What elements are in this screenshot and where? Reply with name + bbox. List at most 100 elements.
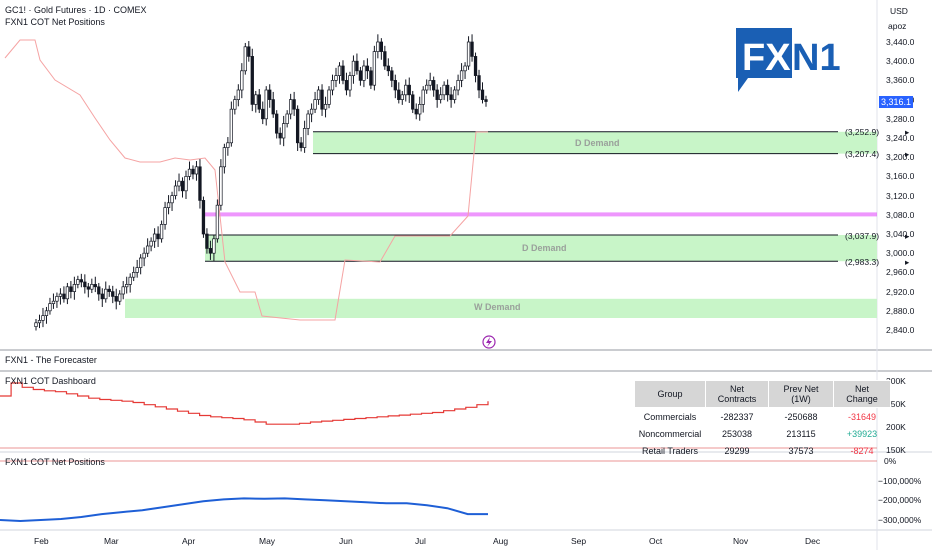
candle-body (316, 89, 321, 100)
candle-body (201, 200, 206, 235)
time-tick: Jun (339, 536, 353, 546)
candle-body (191, 168, 195, 175)
candle-body (83, 281, 87, 288)
table-row: Commercials -282337 -250688 -31649 (635, 408, 891, 426)
price-tick: 3,120.0 (886, 190, 915, 201)
candle-body (390, 70, 394, 81)
candle-body (236, 89, 240, 100)
candle-body (445, 84, 450, 96)
candle-body (330, 80, 335, 91)
level-arrow: ▸ (905, 149, 910, 159)
price-tick: 3,400.0 (886, 56, 915, 67)
candle-body (222, 147, 227, 168)
time-tick: Nov (733, 536, 749, 546)
price-tick: 3,080.0 (886, 209, 915, 220)
candle-body (194, 166, 199, 175)
candle-body (334, 75, 338, 81)
candle-body (271, 99, 275, 115)
col-header: Group (634, 380, 706, 408)
candle-body (187, 168, 192, 177)
time-tick: Jul (415, 536, 426, 546)
svg-text:N1: N1 (792, 37, 841, 79)
candle-body (295, 108, 300, 144)
level-label: (3,207.4) (845, 149, 880, 159)
candle-body (421, 89, 425, 105)
forecaster-title[interactable]: FXN1 - The Forecaster (5, 355, 97, 365)
cell-change: +39923 (846, 428, 878, 439)
candle-body (299, 142, 303, 148)
candle-body (142, 252, 146, 259)
demand-zone (313, 131, 877, 154)
cot-table-header: Group Net Contracts Prev Net (1W) Net Ch… (634, 380, 891, 408)
cell-group: Commercials (643, 411, 697, 422)
symbol-title[interactable]: GC1! · Gold Futures · 1D · COMEX (5, 5, 147, 15)
table-row: Noncommercial 253038 213115 +39923 (635, 425, 891, 442)
dashboard-title[interactable]: FXN1 COT Dashboard (5, 376, 96, 386)
netpos-title[interactable]: FXN1 COT Net Positions (5, 457, 105, 467)
candle-body (163, 207, 167, 225)
candle-body (135, 267, 139, 273)
cell-prev: -250688 (784, 411, 818, 422)
lightning-icon[interactable] (482, 335, 496, 349)
candle-body (484, 99, 488, 102)
candle-body (208, 248, 213, 254)
cell-change: -31649 (847, 411, 877, 422)
candle-body (170, 195, 174, 204)
candle-body (480, 89, 485, 100)
currency-label[interactable]: USD (890, 6, 908, 16)
candle-body (383, 51, 387, 67)
candle-body (212, 238, 216, 254)
zone-label: D Demand (575, 138, 620, 148)
time-tick: Sep (571, 536, 587, 546)
candle-body (463, 65, 467, 72)
candle-body (69, 286, 73, 292)
candle-body (397, 89, 401, 100)
candle-body (229, 108, 233, 144)
candle-body (125, 284, 129, 288)
candle-body (100, 293, 104, 300)
candle-body (79, 279, 83, 283)
cell-prev: 213115 (786, 428, 816, 439)
candle-body (302, 128, 307, 148)
time-tick: May (259, 536, 276, 546)
cot-net-line (0, 497, 488, 523)
demand-zone (125, 298, 877, 318)
candle-body (379, 41, 383, 52)
candle-body (219, 166, 223, 206)
candle-body (104, 288, 108, 300)
candle-body (264, 89, 268, 120)
price-tick: 2,840.0 (886, 325, 915, 335)
candle-body (51, 300, 56, 304)
price-tick: 3,440.0 (886, 37, 915, 47)
cell-net: 29299 (724, 445, 750, 456)
cell-net: -282337 (720, 411, 754, 422)
cell-group: Retail Traders (641, 445, 699, 456)
candle-body (309, 108, 314, 115)
candle-body (386, 65, 390, 72)
time-tick: Mar (104, 536, 119, 546)
candle-body (149, 240, 153, 247)
candle-body (48, 303, 52, 312)
indicator-title[interactable]: FXN1 COT Net Positions (5, 17, 105, 27)
price-tick: 2,920.0 (886, 286, 915, 297)
candle-body (285, 113, 289, 124)
candle-body (289, 99, 293, 115)
price-tick: 3,360.0 (886, 75, 915, 86)
candle-body (254, 94, 258, 105)
price-tick: 3,200.0 (886, 152, 915, 163)
scale-mode-label[interactable]: apoz (888, 21, 907, 31)
candle-body (118, 293, 122, 302)
candle-body (376, 41, 380, 52)
col-header: Prev Net (1W) (768, 380, 834, 408)
magenta-level (205, 212, 877, 217)
candle-body (323, 104, 328, 110)
candle-body (226, 142, 230, 148)
candle-body (456, 80, 460, 91)
candle-body (432, 80, 436, 91)
cell-change: -8274 (850, 445, 874, 456)
candle-body (355, 60, 359, 72)
candle-body (250, 56, 254, 105)
candle-body (306, 113, 310, 129)
candle-body (173, 185, 178, 196)
price-tick: 2,960.0 (886, 267, 915, 278)
